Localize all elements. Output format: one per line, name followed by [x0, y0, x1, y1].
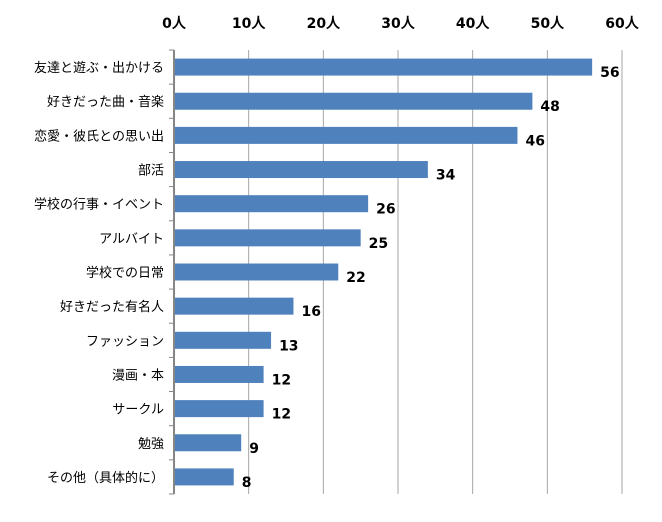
category-label: 学校での日常 [86, 265, 164, 281]
bar [174, 58, 593, 76]
data-label: 25 [369, 236, 388, 252]
bar [174, 297, 294, 315]
bar [174, 468, 234, 486]
category-label: 恋愛・彼氏との思い出 [34, 128, 164, 144]
category-label: 漫画・本 [112, 368, 164, 383]
data-label: 12 [272, 407, 291, 423]
category-label: アルバイト [99, 232, 164, 247]
category-label: ファッション [86, 334, 164, 349]
category-label: 好きだった有名人 [60, 299, 164, 315]
data-label: 9 [249, 441, 259, 457]
category-label: 勉強 [138, 437, 164, 452]
bar [174, 126, 518, 144]
category-label: 学校の行事・イベント [34, 197, 164, 213]
bar [174, 331, 272, 349]
x-tick-label: 60人 [605, 15, 639, 32]
data-label: 13 [279, 338, 298, 354]
x-tick-label: 40人 [456, 15, 490, 32]
bar [174, 434, 242, 452]
data-label: 16 [301, 304, 320, 320]
category-label: 友達と遊ぶ・出かける [34, 60, 164, 76]
x-tick-label: 30人 [381, 15, 415, 32]
bar [174, 400, 264, 418]
data-label: 56 [600, 65, 619, 81]
bar [174, 229, 361, 247]
x-tick-label: 20人 [307, 15, 341, 32]
x-tick-label: 10人 [232, 15, 266, 32]
bar [174, 195, 369, 213]
data-label: 8 [242, 475, 252, 491]
data-label: 34 [436, 168, 456, 184]
bar [174, 365, 264, 383]
data-label: 26 [376, 202, 395, 218]
data-label: 46 [525, 133, 544, 149]
category-label: その他（具体的に） [47, 470, 164, 486]
bar [174, 263, 339, 281]
bar [174, 161, 428, 179]
x-tick-label: 0人 [162, 15, 187, 32]
bar [174, 92, 533, 110]
data-label: 12 [272, 372, 291, 388]
category-label: サークル [112, 403, 164, 418]
x-tick-label: 50人 [531, 15, 565, 32]
category-label: 好きだった曲・音楽 [47, 94, 164, 110]
category-label: 部活 [138, 164, 164, 179]
data-label: 48 [540, 99, 559, 115]
data-label: 22 [346, 270, 365, 286]
